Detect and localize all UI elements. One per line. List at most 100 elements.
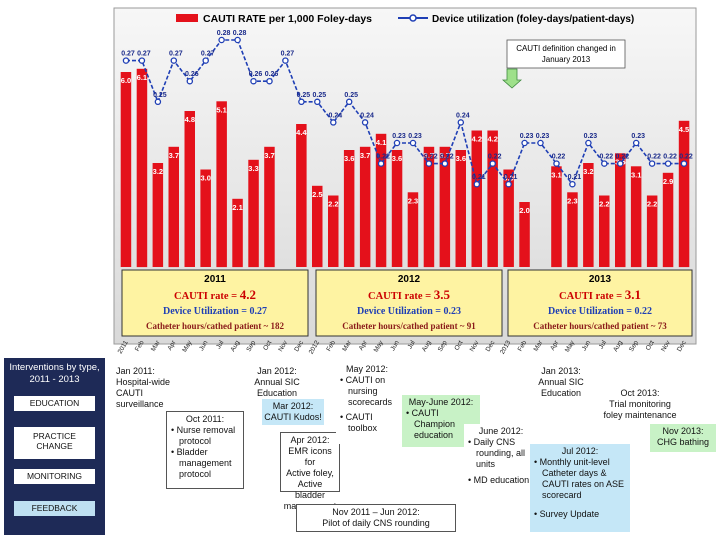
jun-2012-item: • MD education: [468, 475, 530, 485]
line-point: [648, 160, 656, 167]
mar-2012-box: Mar 2012: CAUTI Kudos!: [262, 399, 324, 425]
line-point: [393, 139, 401, 147]
x-tick-label: Oct: [453, 339, 464, 351]
bar-label: 6.0: [121, 76, 131, 85]
x-tick-label: Jun: [389, 339, 400, 352]
may-2012-head: May 2012:: [345, 364, 389, 374]
nov-2013-head: Nov 2013:: [662, 426, 704, 436]
nov-2011-line1: Pilot of daily CNS rounding: [322, 518, 430, 528]
jul-2012-item-text: Monthly unit-level Catheter days & CAUTI…: [539, 457, 625, 500]
line-point: [409, 139, 417, 147]
x-tick-label: Feb: [325, 339, 337, 353]
line-point: [632, 139, 640, 147]
bar-label: 4.4: [296, 128, 307, 137]
line-point: [521, 139, 528, 147]
line-point: [457, 119, 465, 126]
jan-2012-line1: Annual SIC: [254, 377, 300, 387]
line-label: 0.26: [185, 71, 199, 78]
bar-label: 3.7: [360, 151, 370, 160]
summary-box: [121, 269, 309, 337]
bar-label: 3.6: [392, 154, 402, 163]
line-label: 0.22: [599, 154, 613, 161]
line-label: 0.22: [647, 154, 661, 161]
bar-label: 4.5: [679, 125, 689, 134]
line-point: [122, 57, 130, 64]
line-label: 0.25: [312, 92, 326, 99]
bar: [120, 72, 132, 267]
line-point: [377, 160, 385, 167]
x-tick-label: Apr: [358, 339, 370, 352]
bar: [471, 130, 482, 267]
bar-label: 2.5: [312, 190, 322, 199]
bar: [439, 146, 451, 268]
oct-2011-item-text: Bladder management protocol: [176, 447, 232, 479]
jan-2013-line1: Annual SIC: [538, 377, 584, 387]
nov-2013-line1: CHG bathing: [656, 437, 710, 447]
line-point: [553, 160, 560, 167]
summary-rate: CAUTI rate = 4.2: [174, 287, 256, 302]
bar: [646, 195, 658, 267]
line-label: 0.23: [536, 133, 550, 140]
legend-line-marker: [409, 14, 417, 22]
may-2012-box: May 2012: • CAUTI on nursing scorecards …: [336, 362, 398, 444]
line-label: 0.22: [440, 154, 454, 161]
oct-2011-item-text: Nurse removal protocol: [176, 425, 236, 446]
summary-catheter-hours: Catheter hours/cathed patient ~ 73: [533, 321, 667, 331]
mar-2012-head: Mar 2012:: [272, 401, 314, 411]
line-point: [345, 98, 353, 106]
line-label: 0.24: [328, 112, 342, 119]
x-tick-label: Jul: [407, 339, 417, 350]
line-point: [664, 160, 672, 167]
x-tick-label: Oct: [262, 339, 273, 351]
bar: [455, 150, 466, 267]
x-tick-label: Jul: [215, 339, 225, 350]
line-label: 0.27: [137, 51, 151, 58]
legend-line-label: Device utilization (foley-days/patient-d…: [432, 14, 634, 25]
bar: [152, 163, 164, 267]
may-june-2012-item-text: CAUTI Champion education: [411, 408, 456, 440]
apr-2012-box: Apr 2012: EMR icons for Active foley, Ac…: [280, 432, 340, 511]
type-education: EDUCATION: [14, 396, 95, 411]
line-label: 0.28: [217, 30, 231, 37]
line-label: 0.21: [568, 174, 582, 181]
line-label: 0.24: [360, 112, 374, 119]
bar: [168, 146, 179, 268]
bar-label: 5.1: [216, 105, 226, 114]
bar-label: 6.1: [137, 73, 147, 82]
bar: [583, 163, 594, 267]
oct-2011-box: Oct 2011: • Nurse removal protocol • Bla…: [166, 411, 244, 489]
bar: [599, 195, 610, 267]
chart-legend: CAUTI RATE per 1,000 Foley-days Device u…: [176, 13, 634, 25]
bar-label: 3.7: [424, 151, 434, 160]
bar: [312, 185, 323, 268]
line-point: [330, 119, 337, 126]
may-june-2012-head: May-June 2012:: [408, 397, 474, 407]
bar: [615, 153, 626, 268]
oct-2013-head: Oct 2013:: [620, 388, 660, 398]
bar-label: 2.2: [647, 200, 657, 209]
line-label: 0.21: [504, 174, 518, 181]
line-label: 0.22: [424, 154, 438, 161]
bar: [232, 198, 243, 268]
jun-2012-box: June 2012: • Daily CNS rounding, all uni…: [464, 424, 538, 492]
line-point: [489, 160, 496, 167]
line-point: [170, 57, 178, 64]
apr-2012-line3: Active bladder: [294, 479, 326, 500]
nov-2013-box: Nov 2013: CHG bathing: [650, 424, 716, 452]
bar: [216, 101, 227, 268]
bar-label: 3.7: [440, 151, 450, 160]
apr-2012-line2: Active foley,: [286, 468, 334, 478]
interventions-title: Interventions by type, 2011 - 2013: [9, 362, 100, 385]
may-june-2012-item: • CAUTI Champion education: [406, 408, 456, 440]
jan-2013-box: Jan 2013: Annual SIC Education: [530, 364, 592, 400]
bar-label: 3.0: [503, 174, 513, 183]
summary-rate: CAUTI rate = 3.5: [368, 287, 451, 302]
x-tick-label: Feb: [517, 339, 529, 353]
bar: [519, 202, 530, 267]
bar-label: 2.2: [328, 200, 338, 209]
bar-label: 3.1: [551, 170, 561, 179]
bar-label: 2.0: [519, 206, 529, 215]
nov-2011-head: Nov 2011 – Jun 2012:: [332, 507, 420, 517]
legend-bar-label: CAUTI RATE per 1,000 Foley-days: [203, 13, 372, 25]
utilization-line: [126, 39, 684, 186]
